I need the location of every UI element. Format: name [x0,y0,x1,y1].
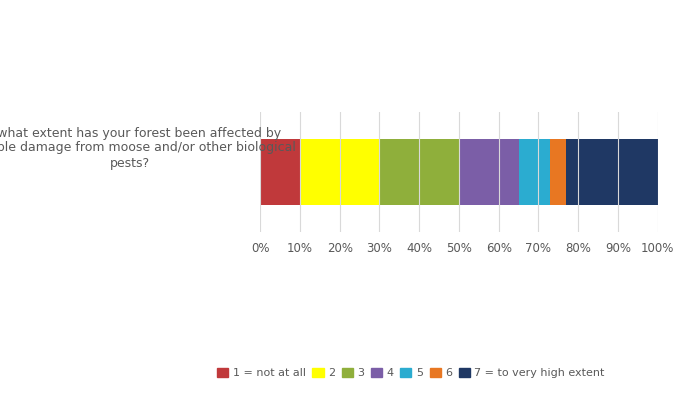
Bar [379,139,459,205]
Bar [459,139,519,205]
Text: To what extent has your forest been affected by
multiple damage from moose and/o: To what extent has your forest been affe… [0,126,296,170]
Legend: 1 = not at all, 2, 3, 4, 5, 6, 7 = to very high extent: 1 = not at all, 2, 3, 4, 5, 6, 7 = to ve… [213,363,609,382]
Bar [519,139,550,205]
Bar [566,139,658,205]
Bar [300,139,379,205]
Bar [260,139,300,205]
Bar [550,139,566,205]
